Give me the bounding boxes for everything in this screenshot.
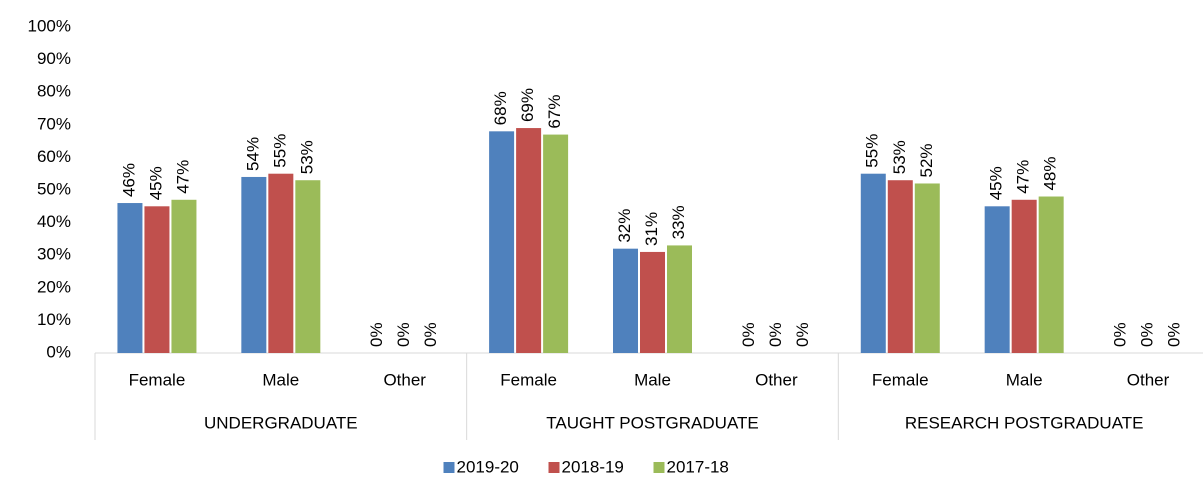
group-label: UNDERGRADUATE [204,413,358,432]
legend-label: 2017-18 [667,457,729,476]
data-label: 53% [890,140,909,174]
data-label: 67% [545,95,564,129]
group-label: TAUGHT POSTGRADUATE [546,413,759,432]
x-tick-label: Other [1127,370,1170,389]
bar [117,203,143,353]
bar [667,245,692,353]
data-label: 54% [243,137,262,171]
x-tick-label: Male [1006,370,1043,389]
bar [613,248,638,353]
data-label: 68% [491,91,510,125]
legend-label: 2018-19 [562,457,624,476]
data-label: 45% [987,166,1006,200]
bar [171,199,197,353]
x-tick-label: Female [500,370,557,389]
bar [640,251,665,353]
y-tick-label: 50% [37,179,71,198]
data-label: 0% [766,322,785,347]
data-label: 33% [669,205,688,239]
y-tick-label: 70% [37,114,71,133]
data-label: 0% [367,322,386,347]
data-label: 52% [917,143,936,177]
legend-swatch [653,462,665,473]
bar [887,180,913,353]
bar [144,206,170,353]
data-label: 46% [119,163,138,197]
group-label: RESEARCH POSTGRADUATE [905,413,1144,432]
y-tick-label: 90% [37,49,71,68]
bar [984,206,1010,353]
y-tick-label: 60% [37,147,71,166]
x-tick-label: Other [383,370,426,389]
data-label: 45% [146,166,165,200]
bar [516,128,542,353]
data-label: 0% [1138,322,1157,347]
data-label: 55% [863,134,882,168]
legend-swatch [548,462,560,473]
x-tick-label: Female [872,370,929,389]
data-label: 53% [297,140,316,174]
legend-label: 2019-20 [457,457,519,476]
bar [914,183,940,353]
bar [860,173,886,353]
bar [489,131,515,353]
y-tick-label: 80% [37,82,71,101]
data-label: 0% [793,322,812,347]
x-tick-label: Female [129,370,186,389]
data-label: 47% [173,160,192,194]
data-label: 0% [1111,322,1130,347]
data-label: 48% [1041,156,1060,190]
data-label: 0% [421,322,440,347]
bar [241,176,267,353]
data-label: 69% [518,88,537,122]
y-tick-label: 30% [37,245,71,264]
legend-swatch [443,462,455,473]
bar [295,180,321,353]
data-label: 55% [270,134,289,168]
y-tick-label: 100% [28,16,71,35]
data-label: 32% [615,209,634,243]
bar [1011,199,1037,353]
bar [268,173,294,353]
x-tick-label: Other [755,370,798,389]
data-label: 31% [642,212,661,246]
y-tick-label: 0% [46,342,71,361]
data-label: 47% [1014,160,1033,194]
bar [543,134,569,353]
data-label: 0% [1165,322,1184,347]
x-tick-label: Male [262,370,299,389]
x-tick-label: Male [634,370,671,389]
y-tick-label: 20% [37,277,71,296]
data-label: 0% [739,322,758,347]
data-label: 0% [394,322,413,347]
y-tick-label: 10% [37,310,71,329]
bar [1038,196,1064,353]
y-tick-label: 40% [37,212,71,231]
